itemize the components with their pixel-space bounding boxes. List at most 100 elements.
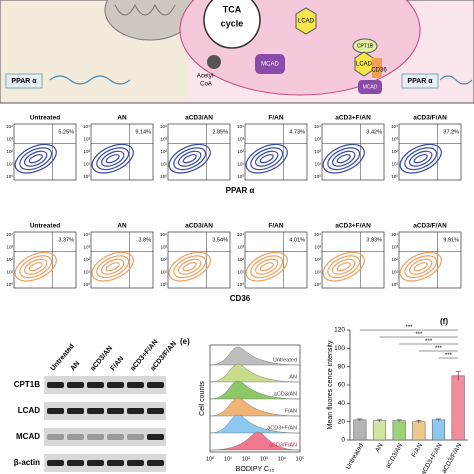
panel-label: (f) — [440, 317, 448, 326]
y-tick-label: 10⁰ — [6, 174, 13, 179]
y-tick-label: 10³ — [6, 137, 13, 142]
y-tick-label: 10⁰ — [237, 282, 244, 287]
gate-percent: 37.2% — [443, 129, 459, 135]
acetyl-dot — [207, 55, 221, 69]
contour — [28, 154, 43, 164]
blot-bg — [44, 402, 166, 420]
panel-title: F/AN — [268, 115, 283, 122]
gate-percent: 3.93% — [366, 237, 382, 243]
y-tick-label: 10⁴ — [237, 232, 244, 237]
band — [47, 460, 64, 466]
histogram-curve — [209, 346, 301, 366]
band — [67, 408, 84, 414]
y-tick-label: 10⁴ — [237, 124, 244, 129]
diagram-border — [0, 0, 474, 104]
contour — [19, 255, 53, 279]
blot-bg — [44, 428, 166, 446]
bar — [392, 420, 406, 441]
band — [87, 408, 104, 414]
x-tick-label: 10¹ — [224, 456, 232, 462]
row-label: MCAD — [16, 432, 40, 441]
axis-label: Mean fluores cence intensity — [327, 340, 334, 429]
cristae — [114, 3, 176, 16]
y-tick-label: 0 — [341, 437, 345, 444]
contour — [177, 258, 202, 275]
band — [47, 408, 64, 414]
panel-label: (e) — [180, 337, 190, 346]
y-tick-label: 10¹ — [237, 162, 244, 167]
x-tick-label: 10⁵ — [296, 455, 304, 462]
contour — [327, 147, 361, 171]
band — [147, 434, 164, 440]
contour — [404, 147, 438, 171]
blot-bg — [44, 454, 166, 472]
y-tick-label: 10¹ — [314, 270, 321, 275]
contour — [28, 262, 43, 272]
panel-title: F/AN — [268, 223, 283, 230]
y-tick-label: 10⁴ — [6, 124, 13, 129]
row-label: β-actin — [14, 458, 40, 467]
x-tick-label: 10² — [242, 456, 250, 462]
lcad-hex — [295, 7, 317, 35]
contour — [100, 150, 125, 167]
y-tick-label: 10³ — [160, 137, 167, 142]
sig-label: *** — [415, 332, 423, 338]
y-tick-label: 10³ — [83, 245, 90, 250]
y-tick-label: 10¹ — [391, 270, 398, 275]
band — [47, 382, 64, 388]
lane-label: F/AN — [110, 355, 126, 372]
blot-bg — [44, 376, 166, 394]
sig-label: *** — [405, 325, 413, 331]
axis-label: Cell counts — [199, 381, 206, 416]
y-tick-label: 60 — [338, 382, 346, 389]
y-tick-label: 10² — [237, 257, 244, 262]
contour — [250, 147, 284, 171]
y-tick-label: 10³ — [6, 245, 13, 250]
dna — [439, 75, 473, 85]
y-tick-label: 10⁰ — [83, 282, 90, 287]
y-tick-label: 10² — [6, 257, 13, 262]
contour — [245, 143, 288, 174]
band — [127, 434, 144, 440]
y-tick-label: 10⁰ — [160, 174, 167, 179]
y-tick-label: 10² — [314, 257, 321, 262]
y-tick-label: 10⁴ — [160, 124, 167, 129]
y-tick-label: 10⁴ — [314, 124, 321, 129]
y-tick-label: 10² — [83, 149, 90, 154]
histogram-label: AN — [289, 374, 297, 380]
label: LCAD — [356, 62, 373, 68]
histogram-label: F/AN — [284, 408, 297, 414]
y-tick-label: 10¹ — [160, 270, 167, 275]
label: CD36 — [371, 68, 387, 74]
gate-percent: 3.54% — [212, 237, 228, 243]
contour — [96, 147, 130, 171]
contour — [399, 251, 442, 282]
label: CoA — [200, 82, 212, 88]
y-tick-label: 10² — [314, 149, 321, 154]
y-tick-label: 10² — [391, 257, 398, 262]
label: CPT1B — [357, 43, 374, 49]
y-tick-label: 10⁰ — [6, 282, 13, 287]
y-tick-label: 10¹ — [314, 162, 321, 167]
y-tick-label: 10⁰ — [160, 282, 167, 287]
x-tick-label: Untreated — [345, 442, 366, 471]
panel-title: aCD3+F/AN — [335, 223, 371, 230]
contour — [250, 255, 284, 279]
label: LCAD — [298, 19, 315, 25]
mcad-shape — [358, 80, 382, 94]
histogram-label: aCD3/F/AN — [269, 442, 297, 448]
band — [147, 460, 164, 466]
label: PPAR α — [11, 78, 37, 85]
panel-title: aCD3/F/AN — [413, 223, 447, 230]
y-tick-label: 10⁴ — [83, 124, 90, 129]
y-tick-label: 10⁴ — [6, 232, 13, 237]
band — [127, 460, 144, 466]
panel-title: AN — [117, 115, 127, 122]
y-tick-label: 10² — [160, 257, 167, 262]
sig-label: *** — [435, 346, 443, 352]
contour — [254, 150, 279, 167]
histogram-label: aCD3/AN — [274, 391, 297, 397]
contour — [173, 255, 207, 279]
gate-percent: 3.42% — [366, 129, 382, 135]
panel-title: AN — [117, 223, 127, 230]
